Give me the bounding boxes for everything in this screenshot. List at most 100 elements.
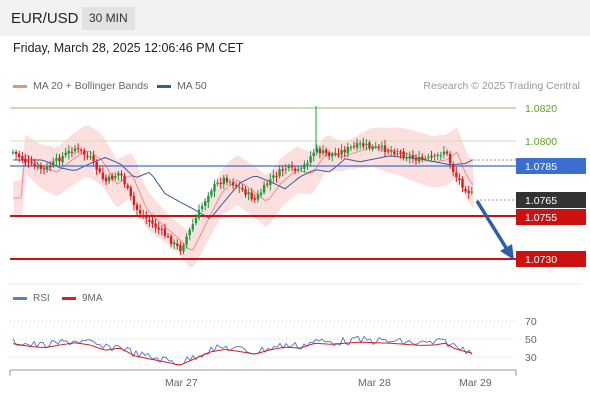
candle-body xyxy=(222,177,225,185)
candle-body xyxy=(346,147,349,154)
candle-body xyxy=(259,192,263,196)
candle-body xyxy=(142,215,145,217)
rsi-swatch xyxy=(13,296,27,300)
candle-body xyxy=(188,229,191,236)
forecast-arrow-shaft xyxy=(475,200,510,252)
candle-body xyxy=(300,167,303,169)
candle-body xyxy=(204,200,207,206)
candle-body xyxy=(27,161,30,163)
candle-body xyxy=(352,145,356,147)
candle-body xyxy=(445,151,449,154)
candle-body xyxy=(359,143,362,145)
candle-body xyxy=(349,147,353,149)
candle-body xyxy=(114,175,117,178)
candle-body xyxy=(334,152,337,155)
forecast-arrow-head xyxy=(500,244,514,260)
candle-body xyxy=(98,168,101,172)
candle-body xyxy=(148,220,151,222)
candle-body xyxy=(452,164,455,172)
candle-body xyxy=(151,220,154,224)
x-label-mar29: Mar 29 xyxy=(459,377,492,389)
candle-body xyxy=(436,154,439,156)
candle-body xyxy=(377,146,380,148)
candle-body xyxy=(455,172,458,178)
header-bar: EUR/USD 30 MIN xyxy=(0,0,590,36)
candle-body xyxy=(262,184,266,193)
candle-body xyxy=(207,195,210,203)
candle-body xyxy=(343,149,346,153)
candle-body xyxy=(24,159,27,163)
ma50-label: MA 50 xyxy=(177,80,207,92)
candle-body xyxy=(244,189,247,195)
candle-body xyxy=(461,178,464,188)
level-label-1-0800: 1.0800 xyxy=(525,136,557,148)
x-label-mar28: Mar 28 xyxy=(358,377,391,389)
candle-body xyxy=(241,187,244,190)
candle-body xyxy=(386,150,390,152)
candle-body xyxy=(179,245,182,252)
timestamp: Friday, March 28, 2025 12:06:46 PM CET xyxy=(13,41,244,55)
candle-body xyxy=(132,195,136,205)
candle-body xyxy=(36,165,39,168)
candle-body xyxy=(272,175,275,178)
candle-body xyxy=(402,151,405,158)
candle-body xyxy=(64,152,67,156)
candle-body xyxy=(297,169,300,171)
candle-body xyxy=(67,150,70,154)
candle-body xyxy=(318,148,322,154)
candle-body xyxy=(80,149,83,151)
ma20-label: MA 20 + Bollinger Bands xyxy=(33,80,149,92)
legend-9ma: 9MA xyxy=(62,293,103,304)
candle-body xyxy=(439,155,442,157)
candle-body xyxy=(33,163,36,167)
candle-body xyxy=(194,217,198,224)
candle-body xyxy=(470,191,473,193)
candle-body xyxy=(228,181,232,183)
ma20-swatch xyxy=(13,84,27,88)
candle-body xyxy=(145,216,148,219)
candle-body xyxy=(70,151,74,153)
timeframe-badge[interactable]: 30 MIN xyxy=(82,7,135,30)
candle-body xyxy=(225,177,229,183)
candle-body xyxy=(458,178,461,181)
candle-body xyxy=(126,185,129,188)
candle-body xyxy=(157,227,160,230)
candle-body xyxy=(421,156,424,160)
candle-body xyxy=(117,172,120,176)
ma50-swatch xyxy=(157,84,171,88)
candle-body xyxy=(328,152,331,157)
candle-body xyxy=(433,155,436,157)
candle-body xyxy=(182,245,185,252)
candle-body xyxy=(278,169,281,177)
candle-body xyxy=(408,155,411,159)
candle-body xyxy=(380,146,384,148)
candle-body xyxy=(166,235,170,237)
candle-body xyxy=(154,223,157,228)
candle-body xyxy=(442,151,446,155)
candle-body xyxy=(169,236,173,244)
candle-body xyxy=(21,156,24,161)
candle-body xyxy=(235,185,238,187)
candle-body xyxy=(411,155,415,159)
candle-body xyxy=(197,209,201,219)
source-credit: Research © 2025 Trading Central xyxy=(423,80,580,92)
candle-body xyxy=(61,155,64,163)
level-label-1-0730: 1.0730 xyxy=(525,254,557,266)
candle-body xyxy=(250,192,253,200)
candle-body xyxy=(83,150,86,155)
candle-body xyxy=(135,204,139,211)
candle-body xyxy=(238,186,241,188)
candle-body xyxy=(414,158,418,161)
level-label-1-0820: 1.0820 xyxy=(525,103,557,115)
candle-body xyxy=(185,236,188,245)
candle-body xyxy=(399,152,402,154)
candle-body xyxy=(247,192,250,195)
candle-body xyxy=(76,148,80,150)
x-label-mar27: Mar 27 xyxy=(165,377,198,389)
ma20-line xyxy=(13,146,474,251)
legend-ma50: MA 50 xyxy=(157,80,207,92)
candle-body xyxy=(191,224,194,230)
candle-body xyxy=(306,163,309,165)
candles-group xyxy=(11,106,473,255)
